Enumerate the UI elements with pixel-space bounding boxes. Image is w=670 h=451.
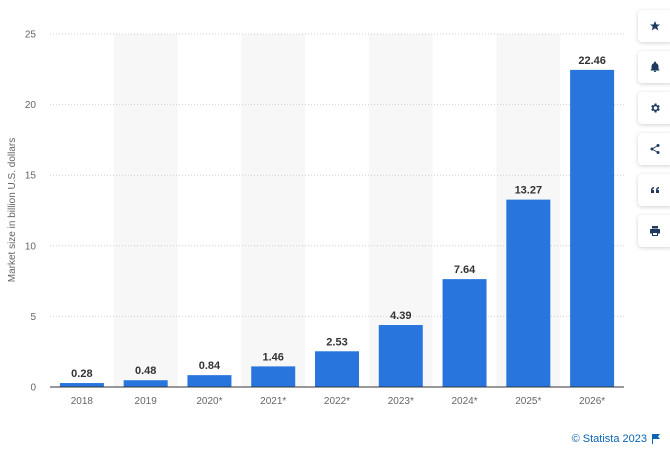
quote-icon [651,187,659,193]
value-label: 0.84 [199,360,221,372]
x-tick-label: 2022* [324,396,350,407]
gear-icon [651,103,660,113]
cite-button[interactable] [638,174,670,206]
x-tick-label: 2024* [451,396,477,407]
copyright[interactable]: © Statista 2023 [572,433,660,445]
y-tick-label: 0 [30,383,36,394]
column-band [241,34,306,387]
share-icon [650,144,660,154]
notification-button[interactable] [638,51,670,83]
x-tick-label: 2025* [515,396,541,407]
y-axis-ticks: 0 5 10 15 20 25 [25,30,37,394]
bar [251,366,296,387]
value-label: 2.53 [326,336,347,348]
favorite-button[interactable] [638,10,670,42]
value-label: 4.39 [390,310,411,322]
y-tick-label: 10 [25,241,37,252]
share-button[interactable] [638,133,670,165]
y-axis-title: Market size in billion U.S. dollars [7,138,18,283]
bar [570,69,615,387]
star-icon [650,21,660,31]
settings-button[interactable] [638,92,670,124]
value-label: 13.27 [515,185,543,197]
bell-icon [650,61,660,72]
bar [442,279,487,387]
bar [59,383,104,387]
bar [506,199,551,387]
column-band [113,34,178,387]
column-bands [113,34,561,387]
bar-chart: 0 5 10 15 20 25 Market size in billion U.S. d… [7,30,624,407]
x-tick-label: 2021* [260,396,286,407]
print-icon [650,226,660,236]
print-button[interactable] [638,215,670,247]
x-tick-label: 2018 [71,396,94,407]
bar [123,380,168,387]
value-label: 0.28 [71,368,92,380]
y-tick-label: 25 [25,30,37,41]
x-tick-label: 2023* [388,396,414,407]
bar [378,325,423,387]
x-tick-label: 2019 [135,396,158,407]
y-tick-label: 5 [30,312,36,323]
y-tick-label: 20 [25,100,37,111]
value-label: 0.48 [135,365,156,377]
toolbar [638,10,670,256]
flag-icon [652,434,660,444]
value-labels: 0.28 0.48 0.84 1.46 2.53 4.39 7.64 13.27 22.46 [71,55,606,380]
value-label: 22.46 [578,55,606,67]
copyright-text: © Statista 2023 [571,433,647,445]
bar [187,375,232,387]
x-tick-label: 2026* [579,396,605,407]
y-tick-label: 15 [25,171,37,182]
value-label: 7.64 [454,264,476,276]
value-label: 1.46 [263,351,284,363]
x-tick-label: 2020* [196,396,222,407]
bar [315,351,359,387]
x-axis-ticks: 2018 2019 2020* 2021* 2022* 2023* 2024* 2025* 20… [71,396,606,407]
bars [59,69,615,387]
